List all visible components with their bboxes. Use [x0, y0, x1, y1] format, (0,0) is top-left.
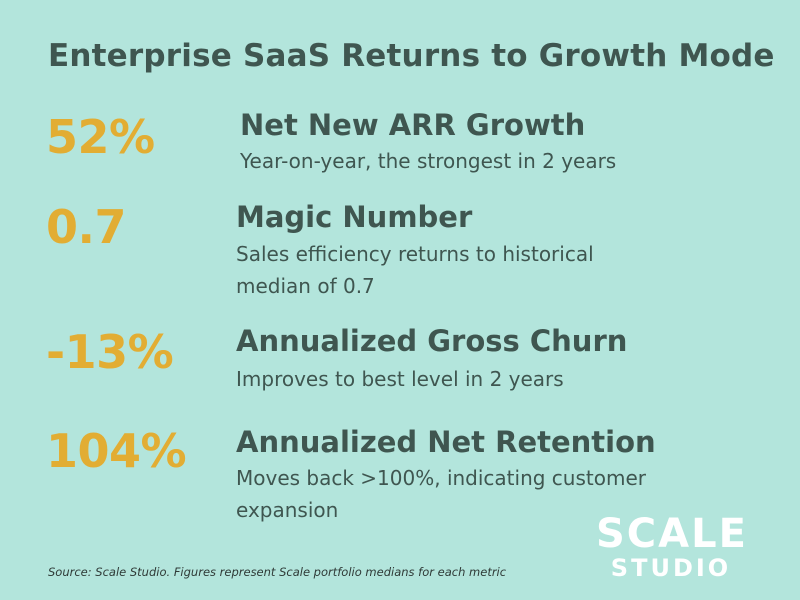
scale-studio-logo: SCALE STUDIO: [596, 514, 746, 580]
logo-line-2: STUDIO: [610, 554, 732, 582]
metric-value-gross-churn: -13%: [46, 325, 174, 379]
metric-value-net-retention: 104%: [46, 424, 187, 478]
metric-heading-net-new-arr: Net New ARR Growth: [240, 108, 586, 142]
source-note: Source: Scale Studio. Figures represent …: [48, 565, 507, 579]
page-title: Enterprise SaaS Returns to Growth Mode: [48, 38, 775, 74]
metric-description-net-retention: Moves back >100%, indicating customer ex…: [236, 466, 646, 522]
metric-heading-gross-churn: Annualized Gross Churn: [236, 324, 628, 358]
metric-description-gross-churn: Improves to best level in 2 years: [236, 367, 564, 391]
metric-value-magic-number: 0.7: [46, 200, 127, 254]
metric-description-magic-number: Sales efficiency returns to historical m…: [236, 242, 594, 298]
metric-heading-net-retention: Annualized Net Retention: [236, 425, 656, 459]
metric-value-net-new-arr: 52%: [46, 110, 155, 164]
logo-line-1: SCALE: [596, 511, 748, 557]
metric-heading-magic-number: Magic Number: [236, 200, 473, 234]
metric-description-net-new-arr: Year-on-year, the strongest in 2 years: [240, 149, 617, 173]
